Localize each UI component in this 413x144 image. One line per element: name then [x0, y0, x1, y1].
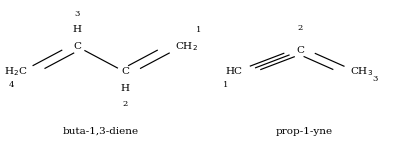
Text: 1: 1 [196, 26, 202, 34]
Text: 3: 3 [75, 10, 80, 18]
Text: C: C [73, 42, 81, 51]
Text: 2: 2 [122, 101, 128, 108]
Text: buta-1,3-diene: buta-1,3-diene [63, 127, 139, 136]
Text: prop-1-yne: prop-1-yne [275, 127, 333, 136]
Text: 2: 2 [297, 24, 303, 32]
Text: C: C [121, 68, 129, 76]
Text: CH$_2$: CH$_2$ [175, 40, 198, 53]
Text: H: H [121, 84, 130, 93]
Text: 3: 3 [372, 75, 377, 83]
Text: CH$_3$: CH$_3$ [350, 66, 373, 78]
Text: HC: HC [225, 68, 242, 76]
Text: 4: 4 [9, 81, 14, 89]
Text: H: H [73, 25, 82, 34]
Text: H$_2$C: H$_2$C [4, 66, 28, 78]
Text: C: C [296, 46, 304, 55]
Text: 1: 1 [223, 81, 228, 89]
